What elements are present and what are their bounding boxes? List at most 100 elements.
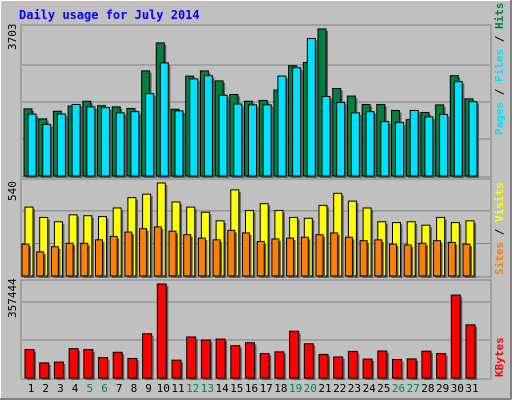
bar-files-day-2-face bbox=[42, 123, 52, 177]
bar-files-day-22 bbox=[336, 101, 347, 178]
bar-kbytes-day-30-face bbox=[450, 294, 461, 379]
bar-files-day-3-face bbox=[56, 113, 66, 177]
bar-sites-day-24-face bbox=[359, 240, 368, 277]
bar-sites-day-10-face bbox=[153, 226, 162, 277]
bar-files-day-23-face bbox=[350, 112, 360, 177]
bar-sites-day-8 bbox=[124, 231, 134, 278]
bar-sites-day-8-face bbox=[124, 231, 133, 277]
bar-kbytes-day-19 bbox=[289, 330, 301, 380]
bar-files-day-14 bbox=[218, 94, 230, 178]
bar-sites-day-21-face bbox=[315, 234, 324, 277]
bar-files-day-10-face bbox=[159, 62, 169, 177]
bar-kbytes-day-18-face bbox=[274, 351, 285, 379]
bar-sites-day-1 bbox=[21, 243, 31, 278]
bar-sites-day-6 bbox=[95, 239, 105, 278]
x-label-day-8: 8 bbox=[131, 382, 138, 395]
bar-kbytes-day-9-face bbox=[142, 333, 153, 379]
bar-sites-day-20-face bbox=[300, 236, 309, 277]
bars bbox=[21, 28, 479, 380]
bar-kbytes-day-11 bbox=[171, 359, 183, 380]
bar-kbytes-day-18 bbox=[274, 351, 286, 380]
bar-files-day-1-face bbox=[27, 113, 37, 177]
x-label-day-10: 10 bbox=[157, 382, 170, 395]
bar-files-day-6-face bbox=[101, 107, 110, 177]
legend-kbytes-panel: KBytes bbox=[493, 337, 506, 377]
bar-files-day-20-face bbox=[306, 38, 316, 177]
bar-files-day-29-face bbox=[439, 113, 449, 177]
bar-files-day-21 bbox=[321, 95, 332, 178]
bar-sites-day-21 bbox=[315, 234, 325, 278]
bar-files-day-12 bbox=[189, 78, 200, 178]
bar-kbytes-day-3 bbox=[53, 361, 66, 380]
bar-files-day-27-face bbox=[409, 109, 419, 177]
bar-kbytes-day-7 bbox=[112, 351, 125, 380]
bar-files-day-5-face bbox=[86, 106, 96, 177]
bar-kbytes-day-5 bbox=[83, 349, 95, 380]
bar-kbytes-day-25 bbox=[377, 350, 389, 380]
bar-kbytes-day-2-face bbox=[39, 362, 50, 379]
bar-files-day-30 bbox=[453, 81, 465, 178]
svg-text:KBytes: KBytes bbox=[493, 337, 506, 377]
x-label-day-28: 28 bbox=[421, 382, 434, 395]
bar-sites-day-17-face bbox=[256, 241, 265, 277]
bar-kbytes-day-14-face bbox=[215, 338, 226, 379]
x-label-day-27: 27 bbox=[407, 382, 420, 395]
x-label-day-25: 25 bbox=[377, 382, 390, 395]
x-label-day-12: 12 bbox=[186, 382, 199, 395]
bar-kbytes-day-19-face bbox=[289, 330, 300, 379]
legend-sites: Sites bbox=[493, 242, 506, 275]
bar-files-day-30-face bbox=[453, 81, 463, 177]
bar-sites-day-1-face bbox=[21, 243, 30, 277]
x-label-day-16: 16 bbox=[245, 382, 258, 395]
bar-kbytes-day-16-face bbox=[245, 342, 255, 379]
bar-files-day-25-face bbox=[380, 121, 390, 177]
bar-files-day-26 bbox=[395, 121, 406, 178]
ymax-label-visits: 540 bbox=[6, 181, 19, 201]
bar-kbytes-day-26-face bbox=[392, 359, 402, 379]
bar-kbytes-day-9 bbox=[142, 333, 154, 380]
x-label-day-26: 26 bbox=[392, 382, 405, 395]
bar-sites-day-2-face bbox=[36, 251, 45, 277]
x-label-day-3: 3 bbox=[57, 382, 64, 395]
x-label-day-20: 20 bbox=[304, 382, 317, 395]
bar-files-day-3 bbox=[56, 113, 68, 178]
bar-files-day-24 bbox=[365, 111, 377, 178]
bar-files-day-15-face bbox=[233, 103, 243, 177]
bar-files-day-21-face bbox=[321, 95, 331, 177]
bar-files-day-11 bbox=[174, 110, 185, 178]
bar-sites-day-23 bbox=[344, 236, 355, 278]
bar-kbytes-day-13 bbox=[200, 339, 213, 380]
bar-kbytes-day-8-face bbox=[127, 357, 138, 379]
bar-files-day-14-face bbox=[218, 94, 228, 177]
bar-files-day-12-face bbox=[189, 78, 199, 177]
bar-kbytes-day-23 bbox=[347, 350, 360, 380]
bar-sites-day-13 bbox=[197, 237, 208, 278]
legend-visits: Visits bbox=[493, 182, 506, 222]
bar-files-day-29 bbox=[439, 113, 450, 178]
bar-kbytes-day-22-face bbox=[333, 356, 344, 379]
bar-sites-day-15 bbox=[227, 229, 237, 278]
bar-sites-day-11 bbox=[168, 230, 178, 278]
bar-kbytes-day-25-face bbox=[377, 350, 388, 379]
x-label-day-11: 11 bbox=[171, 382, 184, 395]
bar-files-day-22-face bbox=[336, 101, 346, 177]
bar-kbytes-day-28-face bbox=[421, 350, 432, 379]
bar-kbytes-day-2 bbox=[39, 362, 51, 380]
x-label-day-9: 9 bbox=[145, 382, 152, 395]
bar-files-day-31-face bbox=[468, 101, 478, 177]
x-label-day-31: 31 bbox=[465, 382, 478, 395]
bar-kbytes-day-4-face bbox=[68, 348, 79, 379]
bar-kbytes-day-29 bbox=[436, 353, 448, 380]
bar-kbytes-day-15 bbox=[230, 345, 242, 380]
bar-sites-day-17 bbox=[256, 241, 267, 278]
bar-sites-day-30-face bbox=[447, 241, 456, 277]
bar-sites-day-16-face bbox=[242, 232, 250, 277]
bar-files-day-7-face bbox=[115, 112, 125, 177]
x-label-day-1: 1 bbox=[28, 382, 35, 395]
bar-files-day-11-face bbox=[174, 110, 184, 177]
chart-title: Daily usage for July 2014 bbox=[19, 8, 200, 22]
bar-sites-day-13-face bbox=[197, 237, 206, 277]
bar-kbytes-day-15-face bbox=[230, 345, 241, 379]
x-label-day-21: 21 bbox=[318, 382, 331, 395]
